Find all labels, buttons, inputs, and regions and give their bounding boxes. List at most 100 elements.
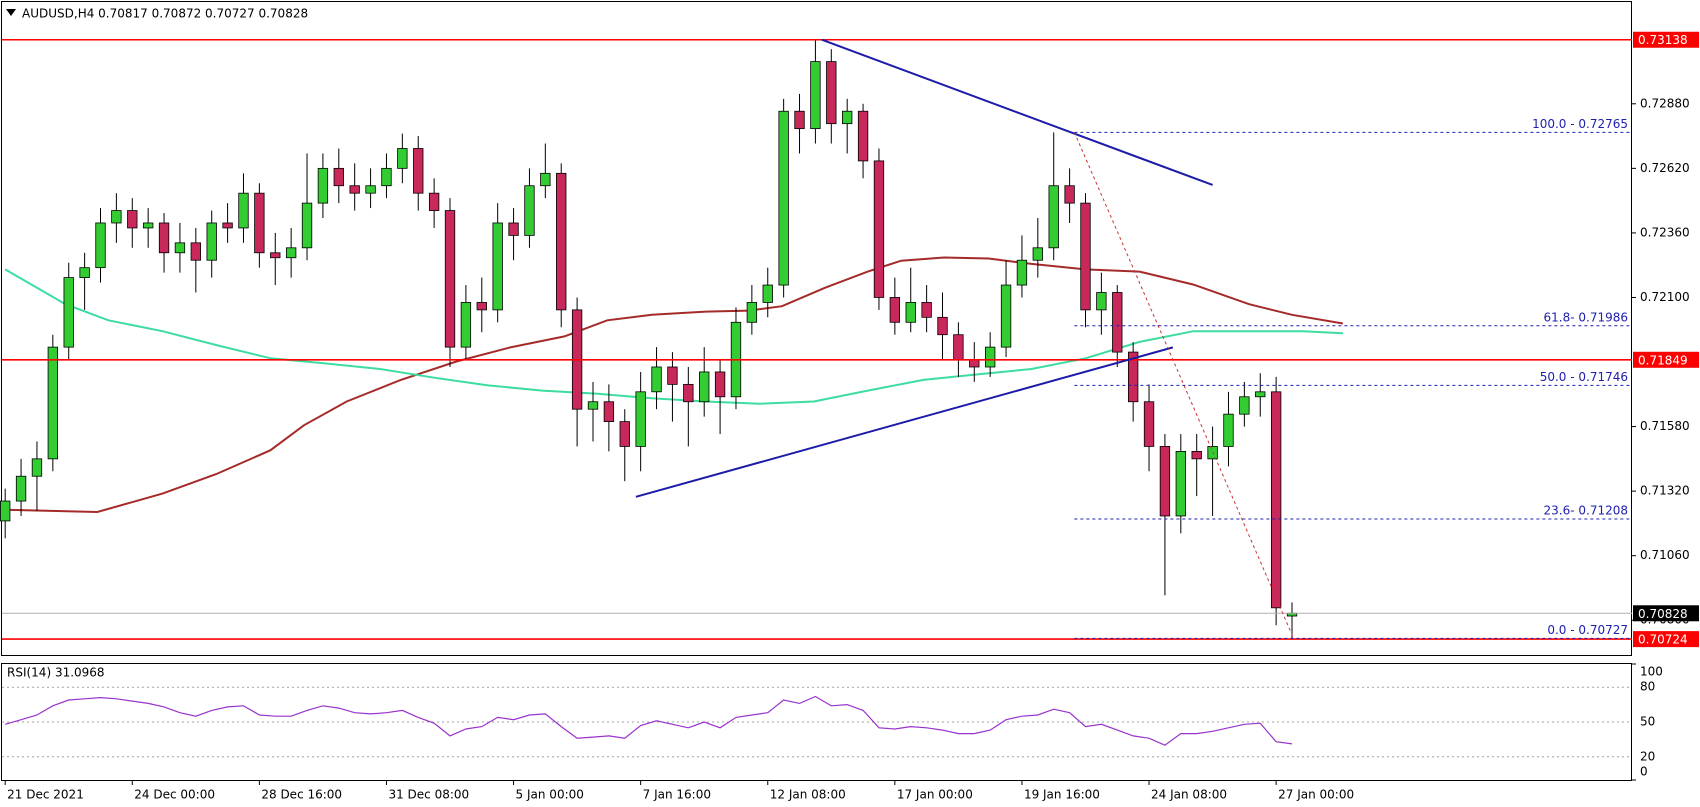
x-tick-label: 12 Jan 08:00: [770, 788, 846, 802]
candle-body: [285, 247, 297, 259]
candle-body: [254, 192, 265, 254]
candle-body: [1080, 202, 1091, 311]
candle-body: [1270, 391, 1282, 609]
candle-body: [413, 148, 424, 194]
candle-body: [365, 185, 376, 194]
candle-body: [635, 391, 646, 447]
candle-body: [810, 61, 821, 130]
y-tick-label: 100: [1640, 665, 1663, 679]
candle-body: [222, 222, 233, 229]
candle-body: [63, 277, 74, 348]
candle-body: [15, 475, 27, 502]
candle-body: [95, 222, 106, 269]
x-tick-label: 28 Dec 16:00: [261, 788, 342, 802]
symbol-menu-icon[interactable]: [6, 9, 16, 16]
candle-body: [1112, 292, 1123, 353]
candle-body: [158, 222, 170, 254]
candle-body: [651, 366, 662, 393]
rsi-line: [5, 695, 1293, 746]
candle-body: [1143, 401, 1155, 447]
y-tick-label: 0.71580: [1640, 419, 1690, 433]
candle-body: [174, 242, 186, 254]
main-panel-frame: [1, 1, 1632, 656]
x-tick-label: 7 Jan 16:00: [643, 788, 711, 802]
moving-average: [4, 268, 1343, 405]
candle-body: [317, 167, 329, 204]
x-tick-label: 24 Dec 00:00: [134, 788, 215, 802]
candle-body: [905, 302, 916, 323]
candle-body: [1016, 259, 1028, 286]
candle-body: [460, 302, 472, 348]
candle-body: [1239, 396, 1250, 415]
price-label: 0.71849: [1638, 353, 1688, 367]
y-tick-label: 0.71320: [1640, 484, 1690, 498]
y-tick-label: 0: [1640, 765, 1648, 779]
candle-body: [1064, 185, 1075, 204]
rsi-panel-frame: [1, 663, 1632, 781]
candle-body: [603, 401, 615, 423]
candle-body: [985, 346, 996, 368]
candle-body: [889, 297, 901, 323]
x-tick-label: 27 Jan 00:00: [1278, 788, 1354, 802]
fibonacci-label: 50.0 - 0.71746: [1540, 370, 1628, 384]
candle-body: [79, 267, 90, 279]
moving-average: [5, 256, 1344, 514]
candle-body: [714, 371, 726, 398]
x-tick-label: 31 Dec 08:00: [388, 788, 469, 802]
price-label-box: [1633, 31, 1699, 48]
candle-body: [1048, 185, 1059, 249]
fibonacci-diagonal: [1073, 132, 1295, 639]
y-tick-label: 20: [1640, 749, 1655, 763]
candle-body: [969, 359, 980, 368]
candle-body: [683, 383, 694, 403]
candle-body: [619, 421, 630, 447]
y-tick-label: 0.71060: [1640, 548, 1690, 562]
price-label-box: [1633, 351, 1699, 368]
x-tick-label: 5 Jan 00:00: [516, 788, 584, 802]
fibonacci-label: 61.8- 0.71986: [1544, 310, 1629, 324]
current-price-box: [1633, 605, 1699, 622]
candle-body: [333, 167, 344, 187]
candle-body: [667, 366, 678, 385]
candle-body: [190, 242, 201, 261]
candle-body: [1127, 351, 1139, 403]
current-price-label: 0.70828: [1638, 607, 1688, 621]
trend-line: [821, 38, 1213, 186]
candle-body: [381, 167, 392, 187]
candle-body: [937, 316, 948, 336]
candle-body: [1191, 451, 1202, 460]
candle-body: [1096, 292, 1107, 311]
candle-body: [428, 192, 440, 211]
candle-body: [556, 172, 567, 311]
candle-body: [857, 110, 869, 162]
x-tick-label: 19 Jan 16:00: [1024, 788, 1100, 802]
candle-body: [540, 172, 551, 187]
candle-body: [111, 210, 122, 224]
y-tick-label: 50: [1640, 715, 1655, 729]
y-tick-label: 0.72360: [1640, 225, 1690, 239]
candle-body: [953, 334, 964, 360]
candle-body: [746, 302, 758, 323]
candle-body: [1223, 413, 1234, 447]
candle-body: [0, 500, 11, 522]
candle-body: [31, 458, 43, 477]
price-label: 0.73138: [1638, 33, 1688, 47]
candle-body: [921, 302, 932, 318]
candle-body: [1000, 284, 1012, 348]
candle-body: [301, 202, 313, 249]
candle-body: [270, 252, 281, 259]
candle-body: [1159, 446, 1171, 517]
candle-body: [444, 210, 456, 348]
candle-body: [587, 401, 599, 410]
candle-body: [873, 160, 885, 298]
candle-body: [826, 61, 837, 125]
y-tick-label: 0.72100: [1640, 290, 1690, 304]
candle-body: [699, 371, 710, 403]
candle-body: [1032, 247, 1043, 261]
candle-body: [476, 302, 487, 311]
x-tick-label: 24 Jan 08:00: [1151, 788, 1227, 802]
candle-body: [397, 148, 408, 169]
candle-body: [1255, 391, 1266, 398]
candle-body: [206, 222, 217, 261]
